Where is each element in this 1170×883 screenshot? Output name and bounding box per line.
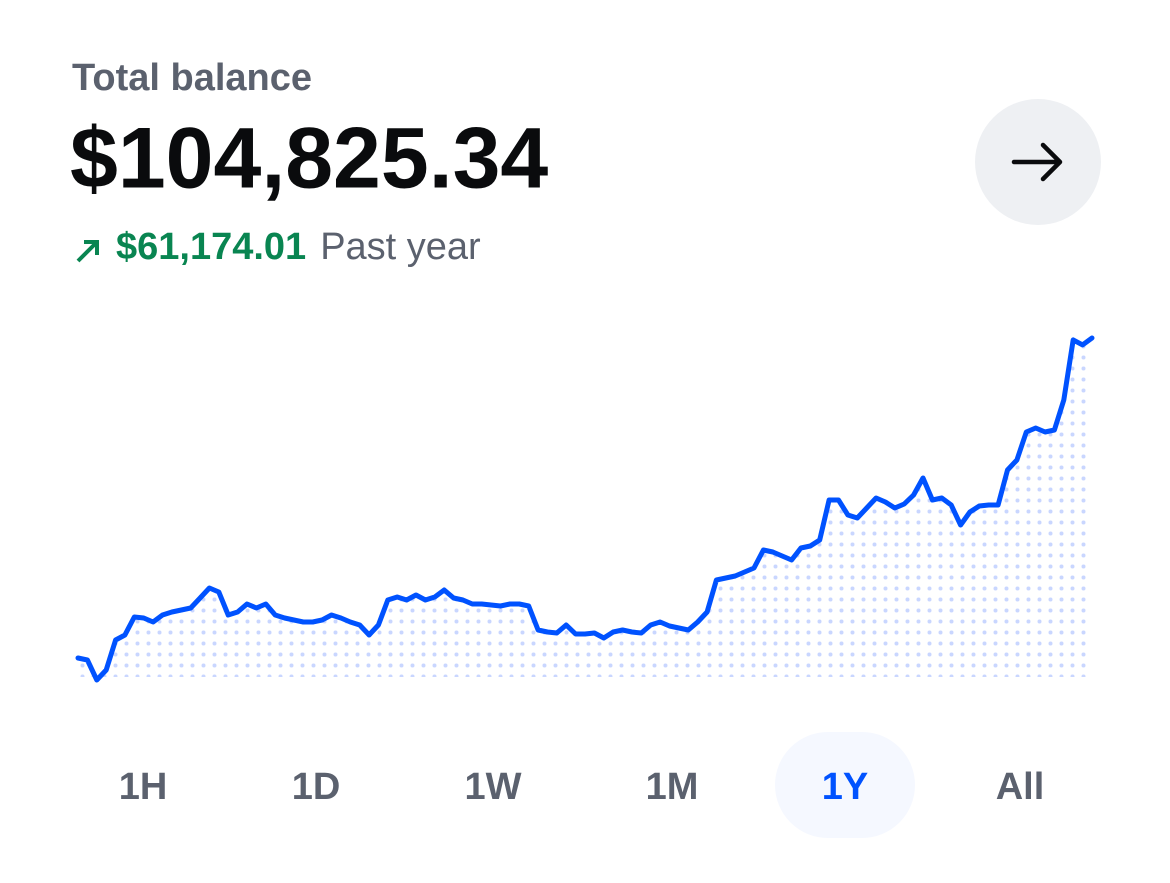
change-amount: $61,174.01 bbox=[116, 226, 306, 268]
tab[interactable]: 1H bbox=[119, 766, 168, 808]
area-fill bbox=[78, 338, 1092, 680]
up-arrow-icon bbox=[76, 240, 99, 263]
chart bbox=[75, 335, 1095, 683]
balance-amount: $104,825.34 bbox=[70, 111, 548, 207]
selected-tab[interactable]: 1Y bbox=[822, 766, 868, 808]
balance-line bbox=[75, 335, 1095, 683]
tab[interactable]: All bbox=[996, 766, 1045, 808]
time-range-tabs: 1H 1D 1W 1M 1Y All bbox=[119, 732, 1045, 838]
forward-button[interactable] bbox=[975, 99, 1101, 225]
balance-label: Total balance bbox=[72, 57, 312, 99]
arrow-icon[interactable] bbox=[1011, 142, 1063, 182]
selected-tab-bg[interactable] bbox=[775, 732, 915, 838]
tab[interactable]: 1W bbox=[465, 766, 522, 808]
tab[interactable]: 1D bbox=[292, 766, 341, 808]
change-period: Past year bbox=[320, 226, 481, 268]
tab[interactable]: 1M bbox=[646, 766, 699, 808]
